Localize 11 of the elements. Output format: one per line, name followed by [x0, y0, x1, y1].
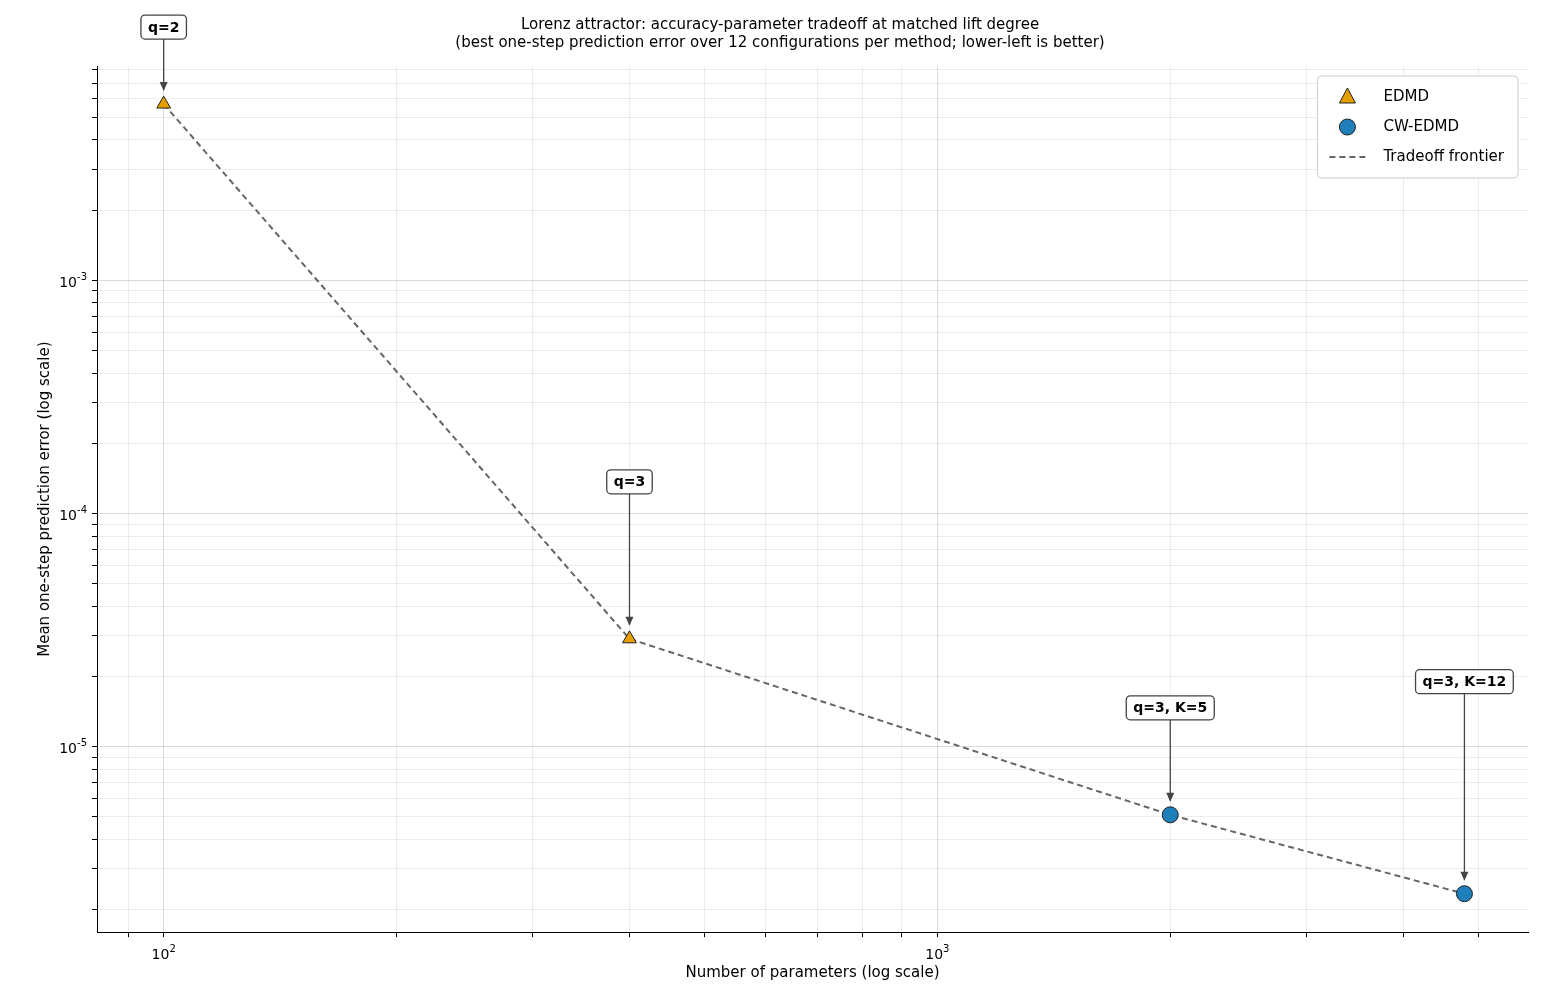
annotation: q=3 [613, 473, 646, 490]
annotation: q=3, K=5 [1133, 699, 1208, 716]
chart-subtitle: (best one-step prediction error over 12 configurations per method; lower-left is better) [455, 32, 1105, 51]
legend-label: Tradeoff frontier [1382, 146, 1505, 165]
y-axis-title: Mean one-step prediction error (log scale) [34, 341, 53, 657]
text: q=2 [147, 18, 180, 35]
chart-title: Lorenz attractor: accuracy-parameter tradeoff at matched lift degree [520, 14, 1040, 33]
annotation: q=3, K=12 [1422, 673, 1507, 690]
x-axis-title: Number of parameters (log scale) [685, 962, 940, 981]
legend-label: EDMD [1383, 86, 1429, 105]
legend-label: CW-EDMD [1383, 116, 1460, 135]
